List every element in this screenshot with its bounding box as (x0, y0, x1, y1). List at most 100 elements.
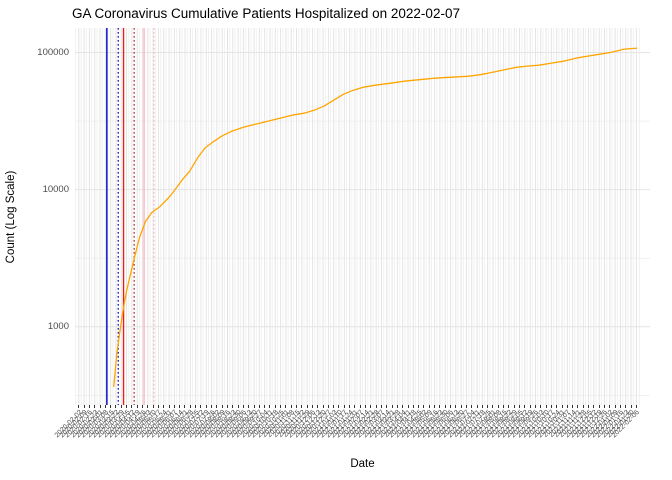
x-tick-mark (168, 405, 170, 408)
x-axis-title: Date (350, 458, 375, 470)
x-tick-mark (126, 405, 128, 408)
x-tick-mark (189, 405, 191, 408)
x-tick-mark (120, 405, 122, 408)
y-tick-label-1000: 1000 (47, 320, 69, 332)
x-tick-mark (216, 405, 218, 408)
x-tick-mark (614, 405, 616, 408)
x-tick-mark (630, 405, 632, 408)
x-tick-mark (136, 405, 138, 408)
x-tick-mark (598, 405, 600, 408)
y-axis-title: Count (Log Scale) (5, 170, 17, 264)
y-tick-label-10000: 10000 (42, 183, 69, 195)
x-tick-mark (221, 405, 223, 408)
x-tick-mark (253, 405, 255, 408)
x-tick-mark (550, 405, 552, 408)
x-tick-mark (545, 405, 547, 408)
x-tick-mark (487, 405, 489, 408)
x-tick-mark (333, 405, 335, 408)
x-tick-mark (635, 405, 637, 408)
major-gridlines (75, 28, 650, 405)
x-tick-mark (513, 405, 515, 408)
x-tick-mark (619, 405, 621, 408)
x-tick-mark (280, 405, 282, 408)
cumulative-patients-hospitalized (113, 47, 638, 388)
x-tick-mark (492, 405, 494, 408)
x-tick-mark (104, 405, 106, 408)
x-tick-mark (503, 405, 505, 408)
x-tick-mark (534, 405, 536, 408)
plot-panel (75, 28, 650, 405)
x-tick-mark (354, 405, 356, 408)
x-tick-mark (375, 405, 377, 408)
x-tick-mark (88, 405, 90, 408)
x-tick-mark (306, 405, 308, 408)
x-tick-mark (290, 405, 292, 408)
x-tick-mark (296, 405, 297, 408)
x-tick-mark (508, 405, 510, 408)
x-tick-mark (248, 405, 250, 408)
x-tick-mark (593, 405, 595, 408)
x-tick-mark (99, 405, 101, 408)
x-tick-mark (311, 405, 313, 408)
x-tick-mark (264, 405, 266, 408)
x-tick-mark (269, 405, 271, 408)
x-tick-mark (465, 405, 467, 408)
x-tick-mark (566, 405, 568, 408)
x-tick-mark (152, 405, 154, 408)
x-tick-mark (258, 405, 260, 408)
x-tick-mark (497, 405, 499, 408)
x-tick-mark (455, 405, 457, 408)
x-tick-mark (577, 405, 579, 408)
x-tick-mark (386, 405, 388, 408)
x-tick-mark (142, 405, 143, 408)
x-tick-mark (428, 405, 430, 408)
x-tick-mark (588, 405, 590, 408)
x-tick-mark (460, 405, 462, 408)
x-tick-mark (163, 405, 165, 408)
x-tick-mark (173, 405, 175, 408)
x-tick-mark (78, 405, 80, 408)
x-tick-mark (359, 405, 361, 408)
x-tick-mark (370, 405, 372, 408)
x-tick-mark (556, 405, 558, 408)
x-tick-mark (412, 405, 414, 408)
x-tick-mark (540, 405, 542, 408)
x-tick-mark (434, 405, 436, 408)
x-tick-mark (211, 405, 213, 408)
x-tick-mark (476, 405, 478, 408)
x-tick-mark (200, 405, 202, 408)
x-tick-mark (402, 405, 404, 408)
x-tick-mark (131, 405, 133, 408)
chart-title: GA Coronavirus Cumulative Patients Hospi… (72, 6, 460, 21)
x-tick-mark (391, 405, 393, 408)
x-tick-mark (365, 405, 367, 408)
x-tick-mark (444, 405, 446, 408)
x-tick-mark (94, 405, 96, 408)
x-tick-mark (439, 405, 441, 408)
event-lines (106, 28, 155, 405)
x-tick-mark (609, 405, 611, 408)
x-tick-mark (179, 405, 181, 408)
x-tick-mark (242, 405, 244, 408)
x-tick-mark (157, 405, 159, 408)
x-tick-mark (423, 405, 425, 408)
x-tick-mark (418, 405, 420, 408)
x-tick-mark (407, 405, 409, 408)
minor-gridlines (75, 28, 650, 405)
x-tick-mark (572, 405, 574, 408)
x-tick-mark (396, 405, 398, 408)
x-tick-mark (481, 405, 483, 408)
x-tick-mark (232, 405, 234, 408)
x-tick-mark (205, 405, 207, 408)
y-tick-label-100000: 100000 (37, 46, 69, 58)
series-line (113, 47, 638, 388)
x-tick-mark (301, 405, 303, 408)
x-tick-mark (322, 405, 324, 408)
x-tick-mark (195, 405, 197, 408)
x-tick-mark (603, 405, 605, 408)
x-tick-mark (110, 405, 112, 408)
x-tick-mark (349, 405, 351, 408)
x-tick-mark (471, 405, 473, 408)
x-tick-mark (115, 405, 117, 408)
